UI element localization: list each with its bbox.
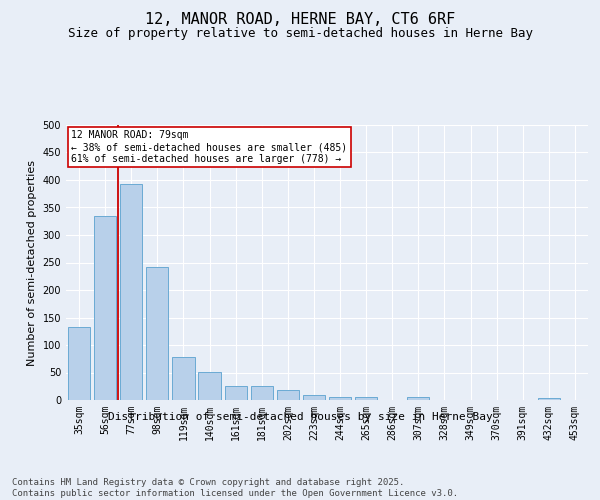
Bar xyxy=(329,397,351,400)
Text: Distribution of semi-detached houses by size in Herne Bay: Distribution of semi-detached houses by … xyxy=(107,412,493,422)
Bar xyxy=(68,328,90,400)
Text: 12 MANOR ROAD: 79sqm
← 38% of semi-detached houses are smaller (485)
61% of semi: 12 MANOR ROAD: 79sqm ← 38% of semi-detac… xyxy=(71,130,347,164)
Text: Size of property relative to semi-detached houses in Herne Bay: Size of property relative to semi-detach… xyxy=(67,28,533,40)
Bar xyxy=(407,397,430,400)
Bar xyxy=(94,216,116,400)
Bar xyxy=(199,372,221,400)
Bar xyxy=(303,395,325,400)
Bar xyxy=(355,397,377,400)
Bar xyxy=(538,398,560,400)
Bar xyxy=(120,184,142,400)
Bar xyxy=(146,268,169,400)
Bar xyxy=(224,386,247,400)
Bar xyxy=(172,357,194,400)
Y-axis label: Number of semi-detached properties: Number of semi-detached properties xyxy=(27,160,37,366)
Text: 12, MANOR ROAD, HERNE BAY, CT6 6RF: 12, MANOR ROAD, HERNE BAY, CT6 6RF xyxy=(145,12,455,28)
Bar xyxy=(277,390,299,400)
Text: Contains HM Land Registry data © Crown copyright and database right 2025.
Contai: Contains HM Land Registry data © Crown c… xyxy=(12,478,458,498)
Bar xyxy=(251,386,273,400)
